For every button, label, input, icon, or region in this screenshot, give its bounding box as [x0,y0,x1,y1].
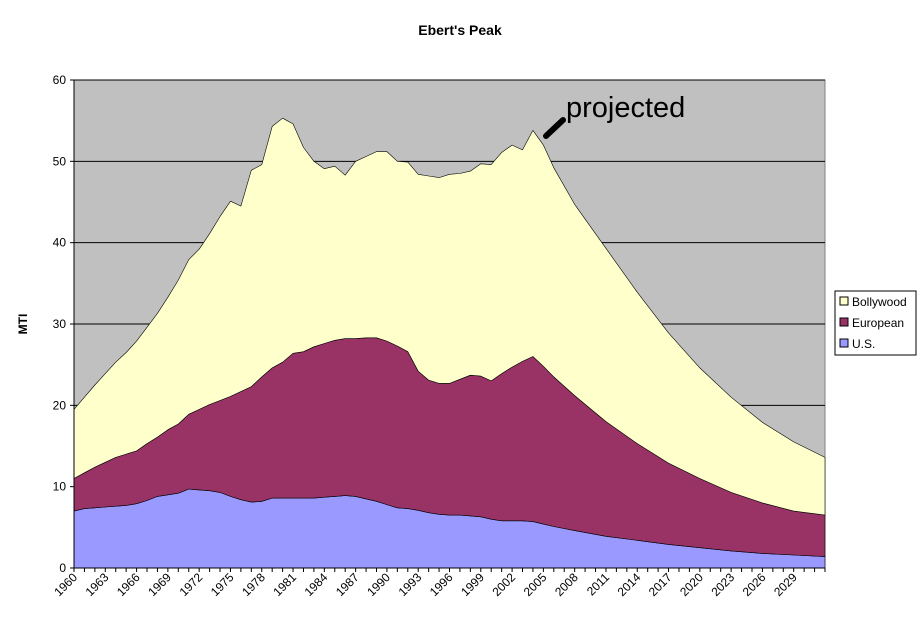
y-tick-label: 30 [53,317,67,331]
x-tick-label: 1990 [364,570,393,599]
annotation-pointer [543,117,566,139]
y-tick-label: 50 [53,154,67,168]
y-tick-label: 0 [59,561,66,575]
y-axis-ticks: 0 10 20 30 40 50 60 [53,73,74,575]
x-tick-label: 2014 [615,570,644,599]
x-tick-label: 1963 [83,570,112,599]
x-tick-label: 1978 [239,570,268,599]
x-tick-label: 1969 [145,570,174,599]
x-tick-label: 2020 [677,570,706,599]
y-tick-label: 40 [53,236,67,250]
x-tick-label: 1999 [458,570,487,599]
x-tick-label: 1984 [302,570,331,599]
legend: Bollywood European U.S. [834,290,917,356]
x-tick-label: 2029 [771,570,800,599]
x-tick-label: 2023 [708,570,737,599]
x-tick-label: 1993 [396,570,425,599]
x-tick-label: 1996 [427,570,456,599]
annotation-text: projected [566,92,685,124]
y-tick-label: 10 [53,480,67,494]
x-tick-label: 2026 [740,570,769,599]
legend-swatch [839,317,849,327]
legend-label: European [852,316,904,330]
legend-swatch [839,338,849,348]
x-tick-label: 1975 [208,570,237,599]
x-tick-label: 1987 [333,570,362,599]
x-tick-label: 2005 [521,570,550,599]
x-tick-label: 2008 [552,570,581,599]
legend-label: U.S. [852,337,875,351]
y-tick-label: 20 [53,398,67,412]
chart-title: Ebert's Peak [418,22,502,38]
x-tick-label: 2017 [646,570,675,599]
legend-label: Bollywood [852,295,907,309]
x-tick-label: 1960 [51,570,80,599]
x-tick-label: 2002 [489,570,518,599]
x-axis-ticks: 1960 1963 1966 1969 1972 1975 1978 1981 1984 1987… [51,568,826,599]
y-tick-label: 60 [53,73,67,87]
x-tick-label: 1981 [270,570,299,599]
x-tick-label: 1966 [114,570,143,599]
x-tick-label: 1972 [177,570,206,599]
series-area-bollywood [73,117,826,516]
x-tick-label: 2011 [584,570,612,598]
legend-swatch [839,296,849,306]
y-axis-label: MTI [16,314,30,335]
projected-annotation: projected [543,92,685,139]
